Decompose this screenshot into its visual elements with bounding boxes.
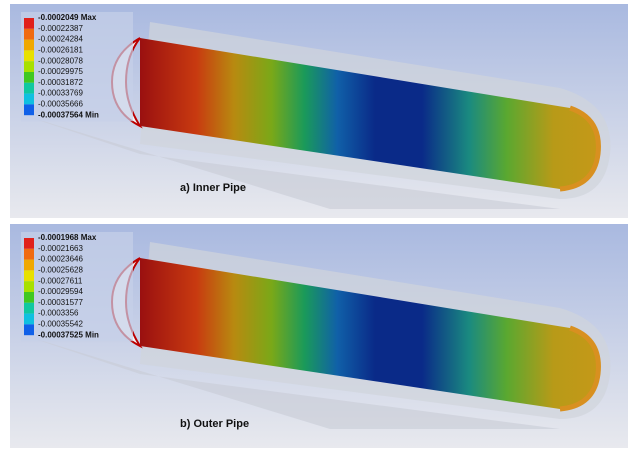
pipe-rim (559, 325, 601, 412)
legend-swatch (24, 281, 34, 292)
legend-label: -0.0003356 (38, 309, 79, 318)
legend-label: -0.00033769 (38, 89, 83, 98)
legend: -0.0001968 Max -0.00021663 -0.00023646 -0.0… (21, 232, 133, 342)
legend-label: -0.00021663 (38, 244, 83, 253)
legend-background (21, 12, 133, 122)
legend-label: -0.00029594 (38, 287, 83, 296)
legend-swatch (24, 39, 34, 51)
legend-label: -0.0001968 Max (38, 233, 97, 242)
legend-swatch (24, 18, 34, 29)
legend-label: -0.0002049 Max (38, 13, 97, 22)
legend-background (21, 232, 133, 342)
legend: -0.0002049 Max -0.00022387 -0.00024284 -0.0… (21, 12, 133, 122)
legend-label: -0.00022387 (38, 24, 83, 33)
legend-label: -0.00035666 (38, 100, 83, 109)
legend-label: -0.00025628 (38, 266, 83, 275)
legend-swatch (24, 50, 34, 62)
legend-swatch (24, 248, 34, 260)
legend-swatch (24, 292, 34, 303)
legend-label: -0.00037564 Min (38, 110, 99, 119)
legend-label: -0.00035542 (38, 320, 83, 329)
legend-label: -0.00029975 (38, 67, 83, 76)
legend-swatch (24, 238, 34, 249)
legend-label: -0.00037525 Min (38, 330, 99, 339)
caption: a) Inner Pipe (180, 182, 246, 194)
legend-label: -0.00024284 (38, 35, 83, 44)
legend-swatch (24, 302, 34, 314)
legend-swatch (24, 313, 34, 325)
caption: b) Outer Pipe (180, 418, 249, 430)
legend-label: -0.00031872 (38, 78, 83, 87)
legend-label: -0.00026181 (38, 46, 83, 55)
legend-label: -0.00027611 (38, 276, 83, 285)
panel: -0.0001968 Max -0.00021663 -0.00023646 -0.0… (10, 224, 628, 448)
legend-label: -0.00028078 (38, 56, 83, 65)
pipe-body (140, 258, 599, 409)
pipe-rim (559, 105, 601, 192)
legend-swatch (24, 61, 34, 72)
panel: -0.0002049 Max -0.00022387 -0.00024284 -0.0… (10, 4, 628, 218)
legend-swatch (24, 104, 34, 116)
legend-swatch (24, 259, 34, 271)
legend-swatch (24, 28, 34, 40)
legend-label: -0.00023646 (38, 255, 83, 264)
legend-swatch (24, 270, 34, 282)
legend-swatch (24, 72, 34, 83)
legend-label: -0.00031577 (38, 298, 83, 307)
pipe-body (140, 38, 599, 189)
legend-swatch (24, 93, 34, 105)
floor (20, 114, 560, 209)
legend-swatch (24, 82, 34, 94)
legend-swatch (24, 324, 34, 336)
floor (20, 334, 560, 429)
